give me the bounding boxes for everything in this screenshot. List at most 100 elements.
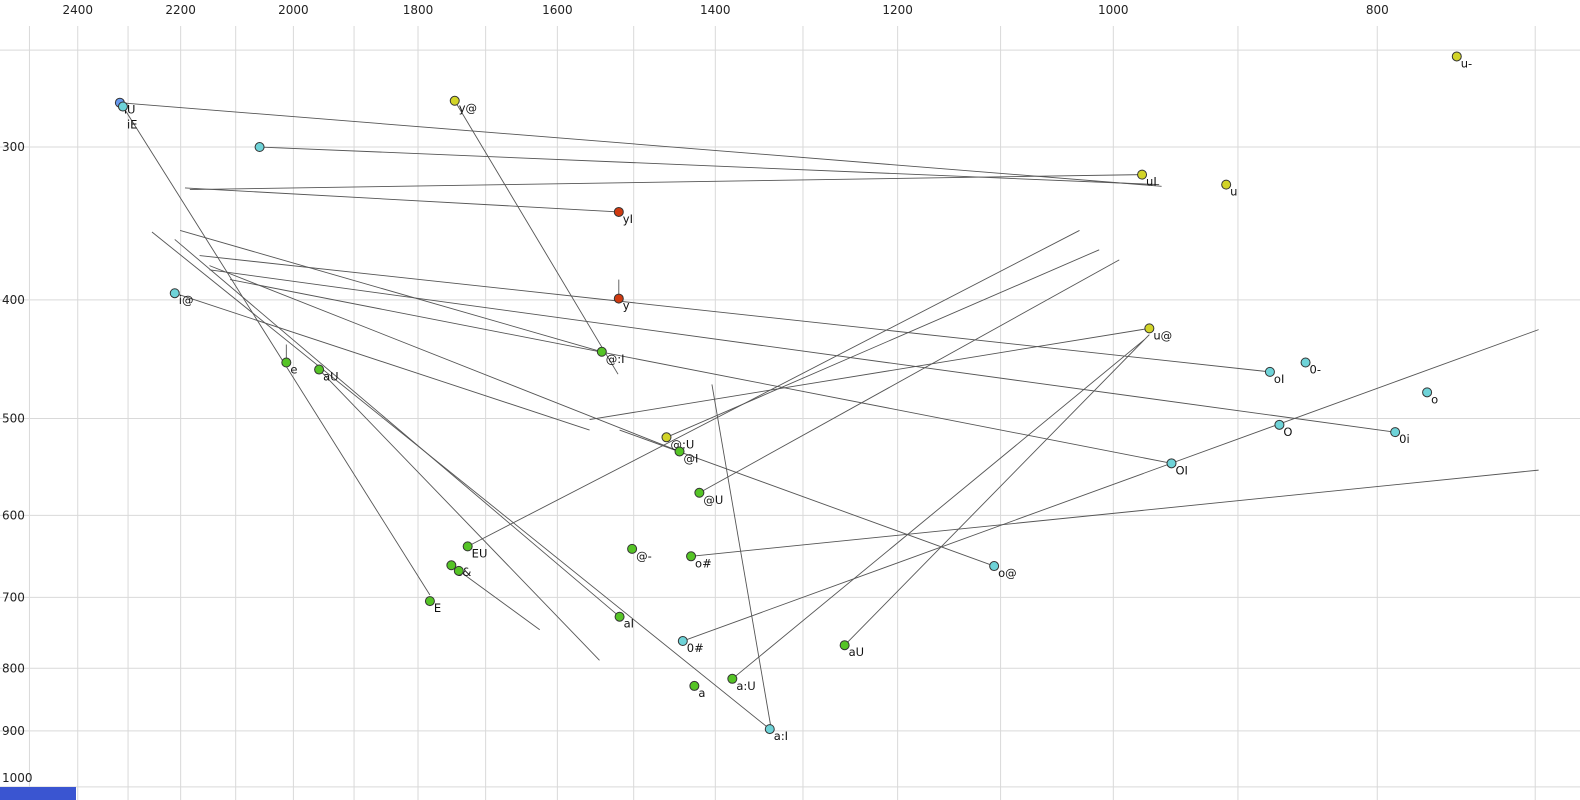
y-axis-tick-label: 500 xyxy=(2,411,25,425)
vowel-point-label: @:I xyxy=(606,352,625,366)
vowel-point xyxy=(694,487,705,498)
vowel-point-label: E xyxy=(434,601,441,615)
y-axis-tick-label: 800 xyxy=(2,661,25,675)
vowel-point xyxy=(839,640,850,651)
vowel-point xyxy=(613,293,624,304)
trajectory-line xyxy=(467,230,1080,547)
trajectory-line xyxy=(318,369,600,661)
vowel-point xyxy=(1422,387,1433,398)
vowel-point-label: aU xyxy=(323,370,338,384)
trajectory-line xyxy=(454,100,619,375)
vowel-point xyxy=(596,346,607,357)
vowel-point xyxy=(281,357,292,368)
vowel-point-label: iU xyxy=(124,103,136,117)
vowel-point xyxy=(1451,51,1462,62)
trajectory-line xyxy=(451,564,541,631)
vowel-point-label: yI xyxy=(623,212,633,226)
trajectory-line xyxy=(844,334,1150,646)
vowel-point-label: u- xyxy=(1461,56,1472,70)
trajectory-line xyxy=(174,292,590,431)
trajectory-line xyxy=(666,249,1100,438)
y-axis-tick-label: 300 xyxy=(2,140,25,154)
vowel-point-label: 0# xyxy=(687,641,704,655)
x-axis-tick-label: 1200 xyxy=(882,3,913,17)
trajectory-line xyxy=(711,384,772,731)
vowel-point-label: OI xyxy=(1176,463,1188,477)
vowel-point xyxy=(446,560,457,571)
vowel-point-label: y@ xyxy=(459,101,477,115)
vowel-point-label: 0i xyxy=(1399,432,1410,446)
trajectory-line xyxy=(682,329,1539,642)
trajectory-line xyxy=(691,469,1539,557)
vowel-point-label: uI xyxy=(1146,175,1157,189)
vowel-point xyxy=(674,446,685,457)
trajectory-line xyxy=(209,269,1396,433)
trajectory-line xyxy=(184,187,619,213)
trajectory-line xyxy=(589,327,1150,421)
bottom-left-blue-bar xyxy=(0,787,76,800)
vowel-point xyxy=(689,680,700,691)
vowel-point xyxy=(462,541,473,552)
vowel-point xyxy=(449,95,460,106)
vowel-point xyxy=(169,288,180,299)
vowel-point-label: o# xyxy=(695,556,712,570)
vowel-point xyxy=(1390,427,1401,438)
trajectory-line xyxy=(119,102,1162,187)
trajectory-line xyxy=(151,231,771,730)
vowel-point xyxy=(686,551,697,562)
x-axis-tick-label: 1000 xyxy=(1098,3,1129,17)
vowel-point xyxy=(764,724,775,735)
x-axis-tick-label: 800 xyxy=(1366,3,1389,17)
vowel-point-label: aU xyxy=(849,645,864,659)
x-axis-tick-label: 1600 xyxy=(542,3,573,17)
vowel-point-label: u xyxy=(1230,185,1237,199)
vowel-point xyxy=(117,101,128,112)
vowel-point xyxy=(314,364,325,375)
y-axis-tick-label: 1000 xyxy=(2,771,33,785)
vowel-point-label: y xyxy=(623,299,630,313)
vowel-point xyxy=(1274,419,1285,430)
trajectory-line xyxy=(179,230,602,353)
vowel-point-label: O xyxy=(1283,425,1292,439)
vowel-point xyxy=(453,565,464,576)
y-axis-tick-label: 700 xyxy=(2,590,25,604)
x-axis-tick-label: 2000 xyxy=(278,3,309,17)
vowel-point-label: u@ xyxy=(1153,328,1172,342)
vowel-point-label: aI xyxy=(624,617,634,631)
trajectory-line xyxy=(732,339,1145,680)
vowel-point xyxy=(1144,323,1155,334)
trajectory-line xyxy=(122,106,431,596)
trajectory-line xyxy=(229,279,1172,464)
vowel-point-label: a:I xyxy=(774,729,788,743)
y-axis-tick-label: 900 xyxy=(2,724,25,738)
vowel-point-label: i@ xyxy=(179,293,194,307)
y-axis-tick-label: 400 xyxy=(2,293,25,307)
vowel-point-label: e xyxy=(290,363,297,377)
vowel-point xyxy=(627,543,638,554)
trajectory-line xyxy=(199,255,1270,373)
vowel-point-label: @- xyxy=(636,549,652,563)
vowel-point xyxy=(424,596,435,607)
y-axis-tick-label: 600 xyxy=(2,508,25,522)
vowel-point-label: o@ xyxy=(998,566,1017,580)
x-axis-tick-label: 1800 xyxy=(403,3,434,17)
trajectory-line xyxy=(259,146,1160,186)
vowel-point xyxy=(1137,169,1148,180)
vowel-point-label: iE xyxy=(127,118,137,132)
vowel-point-label: a:U xyxy=(736,679,755,693)
vowel-point xyxy=(727,673,738,684)
vowel-point xyxy=(1221,179,1232,190)
x-axis-tick-label: 1400 xyxy=(700,3,731,17)
vowel-point-label: @U xyxy=(703,493,723,507)
vowel-point-label: a xyxy=(698,686,705,700)
vowel-point xyxy=(254,142,265,153)
vowel-point-label: o xyxy=(1431,392,1438,406)
vowel-point-label: oI xyxy=(1274,372,1284,386)
vowel-point-label: 0- xyxy=(1310,363,1321,377)
trajectory-line xyxy=(189,174,1143,191)
vowel-point xyxy=(613,206,624,217)
vowel-point-label: @I xyxy=(684,451,699,465)
x-axis-tick-label: 2200 xyxy=(165,3,196,17)
